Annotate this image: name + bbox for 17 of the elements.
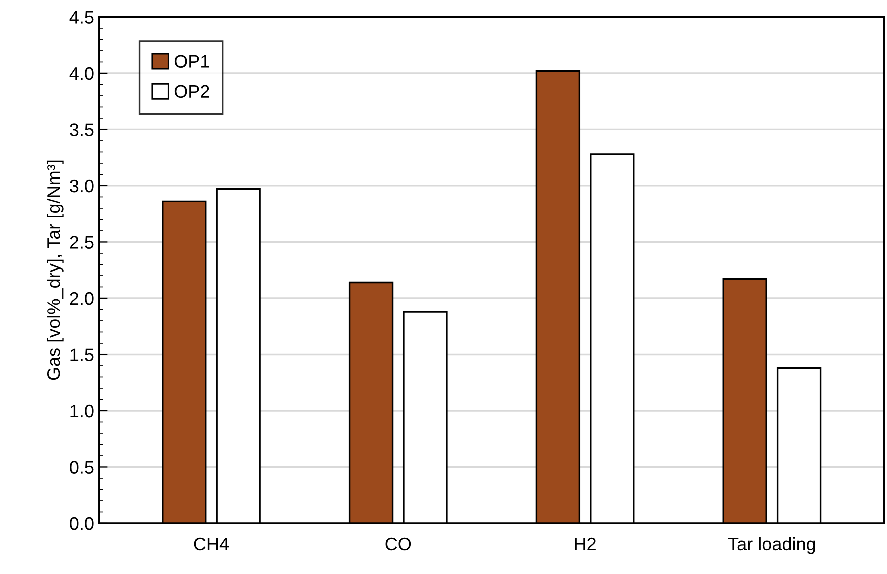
x-tick-label: H2 [575, 538, 596, 550]
y-tick-label: 0.0 [70, 517, 94, 530]
y-tick-label: 4.5 [70, 11, 94, 24]
legend-label: OP1 [174, 55, 210, 68]
y-tick-label: 0.5 [70, 461, 94, 474]
x-tick-label: CH4 [194, 538, 230, 551]
legend-label: OP2 [174, 85, 210, 98]
y-axis-title: Gas [vol%_dry], Tar [g/Nm³] [47, 160, 64, 380]
y-tick-label: 3.0 [70, 180, 94, 193]
y-tick-label: 3.5 [70, 124, 94, 136]
x-tick-label: Tar loading [728, 537, 816, 554]
y-tick-label: 1.0 [70, 404, 94, 418]
y-tick-label: 4.0 [70, 67, 94, 80]
y-tick-label: 2.5 [70, 236, 94, 249]
y-tick-label: 2.0 [70, 292, 94, 306]
y-tick-label: 1.5 [70, 348, 94, 362]
x-tick-label: CO [386, 538, 412, 551]
